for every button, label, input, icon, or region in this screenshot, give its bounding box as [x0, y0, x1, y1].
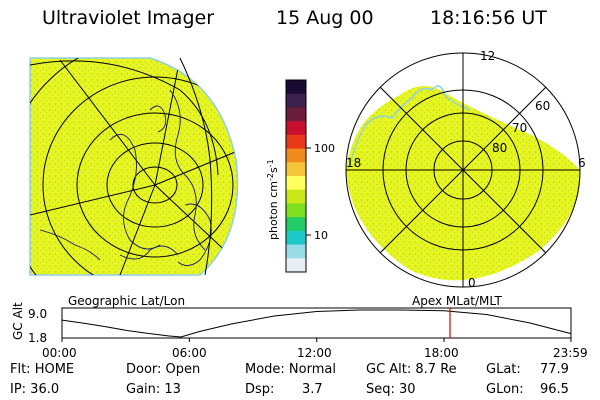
- colorbar-stripe: [286, 230, 306, 246]
- orbit-plot-ylabel: GC Alt: [11, 302, 25, 340]
- orbit-plot-ytick-min: 1.8: [28, 331, 47, 345]
- header-bar: Ultraviolet Imager 15 Aug 00 18:16:56 UT: [42, 7, 547, 29]
- colorbar-stripe: [286, 107, 306, 122]
- dsp-value: 3.7: [302, 382, 323, 397]
- orbit-xtick-label-3: 18:00: [424, 346, 459, 360]
- glon-value: 96.5: [540, 382, 569, 397]
- status-row-1: Flt: HOME Door: Open Mode: Normal GC Alt…: [0, 362, 600, 378]
- instrument-title: Ultraviolet Imager: [42, 7, 214, 29]
- glat-value: 77.9: [540, 362, 569, 377]
- geographic-label: Geographic Lat/Lon: [68, 294, 185, 308]
- colorbar-gradient: [286, 80, 306, 273]
- colorbar-frame: [285, 79, 307, 273]
- orbit-xtick-label-0: 00:00: [42, 346, 77, 360]
- svg-text:photon cm-2s-1: photon cm-2s-1: [266, 159, 280, 240]
- time-label: 18:16:56 UT: [430, 7, 547, 29]
- colorbar-tick-label-100: 100: [314, 142, 335, 155]
- colorbar-stripe: [286, 134, 306, 150]
- mlat-label-70: 70: [512, 121, 527, 135]
- orbit-xtick-label-1: 06:00: [172, 346, 207, 360]
- colorbar-stripe: [286, 148, 306, 163]
- orbit-plot-xticks: [61, 338, 572, 342]
- ip-status: IP: 36.0: [10, 382, 60, 397]
- geo-grid: [30, 58, 238, 275]
- mlt-label-6: 6: [578, 156, 586, 170]
- colorbar-stripe: [286, 121, 306, 136]
- mlat-label-60: 60: [535, 99, 550, 113]
- apex-label: Apex MLat/MLT: [412, 294, 502, 308]
- glat-label: GLat:: [486, 362, 521, 377]
- colorbar-stripe: [286, 244, 306, 259]
- apex-ring-80: [433, 140, 493, 200]
- status-row-2: IP: 36.0 Gain: 13 Dsp: 3.7 Seq: 30 GLon:…: [0, 382, 600, 398]
- flight-status: Flt: HOME: [10, 362, 75, 377]
- orbit-xtick-label-2: 12:00: [297, 346, 332, 360]
- colorbar-tick-label-10: 10: [314, 229, 328, 242]
- orbit-xtick-label-4: 23:59: [553, 346, 588, 360]
- colorbar-stripe: [286, 203, 306, 218]
- orbit-altitude-curve: [61, 309, 572, 338]
- mlt-label-12: 12: [480, 49, 495, 63]
- geo-terminator: [29, 57, 219, 276]
- geo-image-region: [29, 57, 239, 276]
- colorbar-stripe: [286, 93, 306, 108]
- seq-status: Seq: 30: [366, 382, 416, 397]
- orbit-plot-ytick-max: 9.0: [28, 307, 47, 321]
- geo-coastlines: [39, 89, 212, 266]
- apex-ring-outer: [345, 52, 581, 288]
- door-status: Door: Open: [126, 362, 201, 377]
- dsp-label: Dsp:: [245, 382, 275, 397]
- colorbar-unit-label: photon cm-2s-1: [266, 159, 280, 240]
- colorbar-stripe: [286, 162, 306, 177]
- colorbar-stripe: [286, 176, 306, 191]
- mlat-label-80: 80: [492, 141, 507, 155]
- glon-label: GLon:: [486, 382, 524, 397]
- colorbar-stripe: [286, 80, 306, 95]
- apex-grid: [345, 52, 581, 288]
- gc-alt-status: GC Alt: 8.7 Re: [366, 362, 457, 377]
- mlt-label-18: 18: [346, 156, 361, 170]
- colorbar-stripe: [286, 189, 306, 204]
- mode-status: Mode: Normal: [245, 362, 336, 377]
- colorbar-stripe: [286, 217, 306, 232]
- orbit-plot-frame: [61, 307, 572, 339]
- apex-ring-60: [382, 89, 544, 251]
- date-label: 15 Aug 00: [276, 7, 374, 29]
- gain-status: Gain: 13: [126, 382, 181, 397]
- apex-ring-70: [405, 112, 521, 228]
- mlt-label-0: 0: [468, 276, 476, 290]
- colorbar-stripe: [286, 258, 306, 273]
- apex-image-region: [346, 85, 581, 281]
